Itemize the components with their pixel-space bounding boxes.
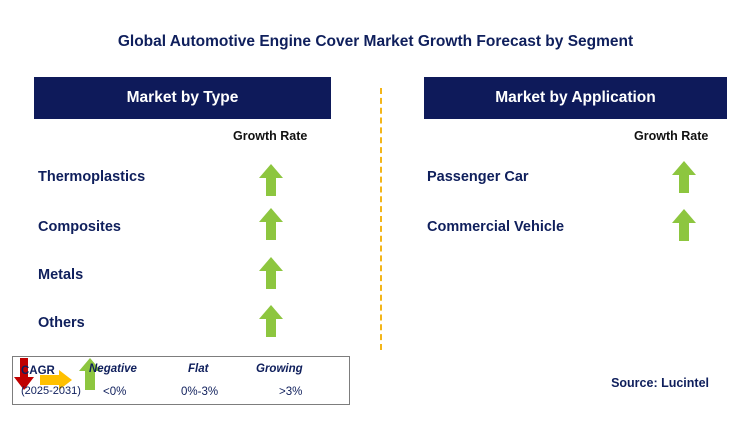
down-arrow-icon bbox=[14, 358, 34, 390]
application-growth-rate-label: Growth Rate bbox=[634, 129, 709, 143]
type-item-label: Others bbox=[38, 315, 85, 331]
legend-negative-label: Negative bbox=[89, 363, 137, 375]
legend-negative-range: <0% bbox=[103, 386, 127, 398]
up-arrow-icon bbox=[672, 161, 696, 193]
up-arrow-icon bbox=[259, 257, 283, 289]
type-item-label: Metals bbox=[38, 267, 84, 283]
market-by-type-header: Market by Type bbox=[34, 77, 331, 119]
legend-growing-label: Growing bbox=[256, 363, 303, 375]
application-item-label: Commercial Vehicle bbox=[427, 219, 565, 235]
legend-flat-range: 0%-3% bbox=[181, 386, 219, 398]
up-arrow-icon bbox=[78, 358, 101, 390]
type-growth-rate-label: Growth Rate bbox=[233, 129, 308, 143]
up-arrow-icon bbox=[672, 209, 696, 241]
legend-growing-range: >3% bbox=[279, 386, 303, 398]
up-arrow-icon bbox=[259, 164, 283, 196]
market-by-application-header: Market by Application bbox=[424, 77, 727, 119]
application-item-label: Passenger Car bbox=[427, 169, 529, 185]
up-arrow-icon bbox=[259, 305, 283, 337]
panel-divider bbox=[380, 88, 382, 350]
type-item-label: Composites bbox=[38, 219, 121, 235]
cagr-legend: CAGR (2025-2031) Negative <0% Flat 0%-3%… bbox=[12, 356, 350, 405]
right-arrow-icon bbox=[40, 370, 73, 390]
up-arrow-icon bbox=[259, 208, 283, 240]
type-item-label: Thermoplastics bbox=[38, 169, 146, 185]
page-title: Global Automotive Engine Cover Market Gr… bbox=[117, 33, 634, 50]
legend-flat-label: Flat bbox=[188, 363, 209, 375]
legend-cagr-label: CAGR bbox=[21, 365, 55, 377]
source-label: Source: Lucintel bbox=[611, 376, 709, 390]
legend-years: (2025-2031) bbox=[21, 385, 81, 397]
